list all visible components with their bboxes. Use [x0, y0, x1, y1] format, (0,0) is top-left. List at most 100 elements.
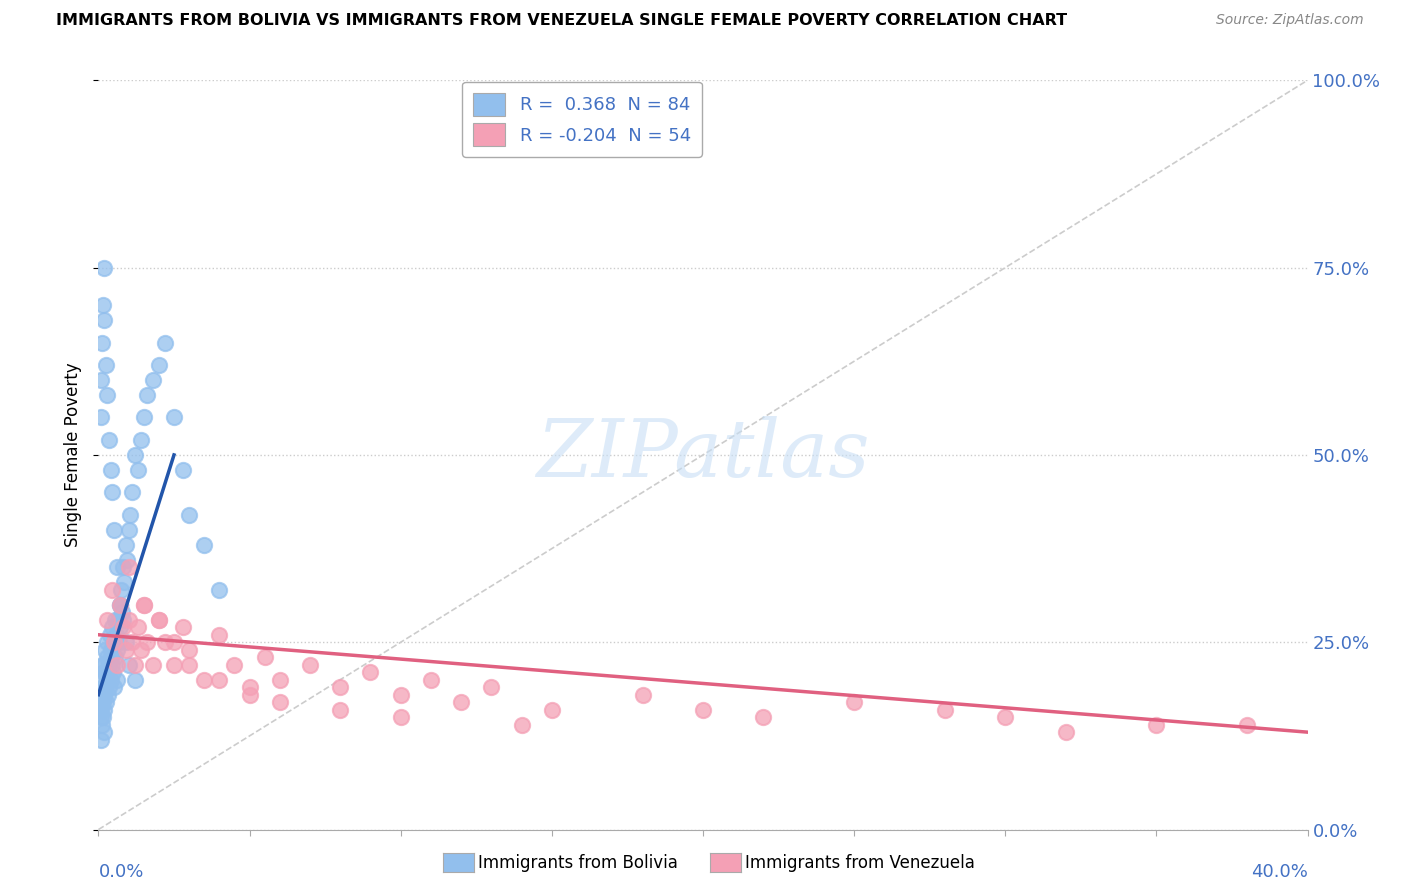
Point	[91, 710, 114, 724]
Point	[269, 695, 291, 709]
Point	[269, 673, 291, 687]
Point	[121, 485, 143, 500]
Text: Immigrants from Venezuela: Immigrants from Venezuela	[745, 854, 974, 871]
Point	[193, 673, 215, 687]
Point	[111, 620, 134, 634]
Point	[124, 673, 146, 687]
Point	[97, 688, 120, 702]
Point	[110, 582, 132, 597]
Point	[100, 650, 122, 665]
Point	[100, 673, 122, 687]
Point	[108, 620, 131, 634]
Point	[450, 695, 472, 709]
Point	[93, 703, 115, 717]
Text: Source: ZipAtlas.com: Source: ZipAtlas.com	[1216, 13, 1364, 28]
Point	[101, 485, 124, 500]
Point	[105, 560, 128, 574]
Point	[101, 657, 124, 672]
Point	[91, 695, 114, 709]
Point	[172, 620, 194, 634]
Point	[153, 335, 176, 350]
Point	[105, 673, 128, 687]
Point	[93, 657, 115, 672]
Point	[93, 665, 115, 680]
Point	[329, 703, 352, 717]
Point	[127, 463, 149, 477]
Point	[118, 560, 141, 574]
Point	[96, 635, 118, 649]
Point	[631, 688, 654, 702]
Point	[299, 657, 322, 672]
Point	[481, 680, 503, 694]
Point	[104, 613, 127, 627]
Point	[224, 657, 246, 672]
Point	[135, 635, 157, 649]
Point	[91, 298, 114, 312]
Point	[98, 657, 121, 672]
Point	[1146, 717, 1168, 731]
Point	[98, 680, 121, 694]
Point	[934, 703, 956, 717]
Point	[96, 650, 118, 665]
Point	[101, 620, 124, 634]
Point	[208, 673, 231, 687]
Point	[129, 642, 152, 657]
Point	[118, 613, 141, 627]
Point	[253, 650, 276, 665]
Point	[193, 538, 215, 552]
Point	[127, 620, 149, 634]
Point	[132, 598, 155, 612]
Point	[118, 523, 141, 537]
Point	[108, 635, 131, 649]
Point	[101, 665, 124, 680]
Point	[420, 673, 443, 687]
Point	[90, 732, 112, 747]
Point	[153, 635, 176, 649]
Point	[91, 335, 114, 350]
Point	[994, 710, 1017, 724]
Point	[89, 688, 111, 702]
Point	[120, 508, 142, 522]
Text: ZIPatlas: ZIPatlas	[536, 417, 870, 493]
Point	[239, 688, 262, 702]
Point	[114, 538, 136, 552]
Point	[163, 410, 186, 425]
Point	[93, 260, 115, 275]
Point	[179, 508, 201, 522]
Point	[115, 553, 138, 567]
Point	[91, 680, 114, 694]
Point	[94, 665, 117, 680]
Point	[108, 598, 131, 612]
Point	[103, 635, 125, 649]
Point	[208, 628, 231, 642]
Point	[129, 433, 152, 447]
Point	[163, 635, 186, 649]
Point	[91, 688, 114, 702]
Point	[510, 717, 533, 731]
Point	[752, 710, 775, 724]
Point	[90, 410, 112, 425]
Text: 40.0%: 40.0%	[1251, 863, 1308, 881]
Point	[148, 358, 170, 372]
Point	[108, 598, 131, 612]
Point	[107, 613, 129, 627]
Point	[124, 448, 146, 462]
Point	[172, 463, 194, 477]
Point	[93, 688, 115, 702]
Point	[118, 657, 141, 672]
Point	[98, 628, 121, 642]
Point	[179, 657, 201, 672]
Point	[93, 313, 115, 327]
Point	[105, 657, 128, 672]
Point	[90, 710, 112, 724]
Point	[329, 680, 352, 694]
Point	[98, 433, 121, 447]
Point	[112, 575, 135, 590]
Point	[93, 725, 115, 739]
Text: Immigrants from Bolivia: Immigrants from Bolivia	[478, 854, 678, 871]
Point	[90, 373, 112, 387]
Point	[142, 373, 165, 387]
Point	[124, 657, 146, 672]
Y-axis label: Single Female Poverty: Single Female Poverty	[65, 363, 83, 547]
Point	[142, 657, 165, 672]
